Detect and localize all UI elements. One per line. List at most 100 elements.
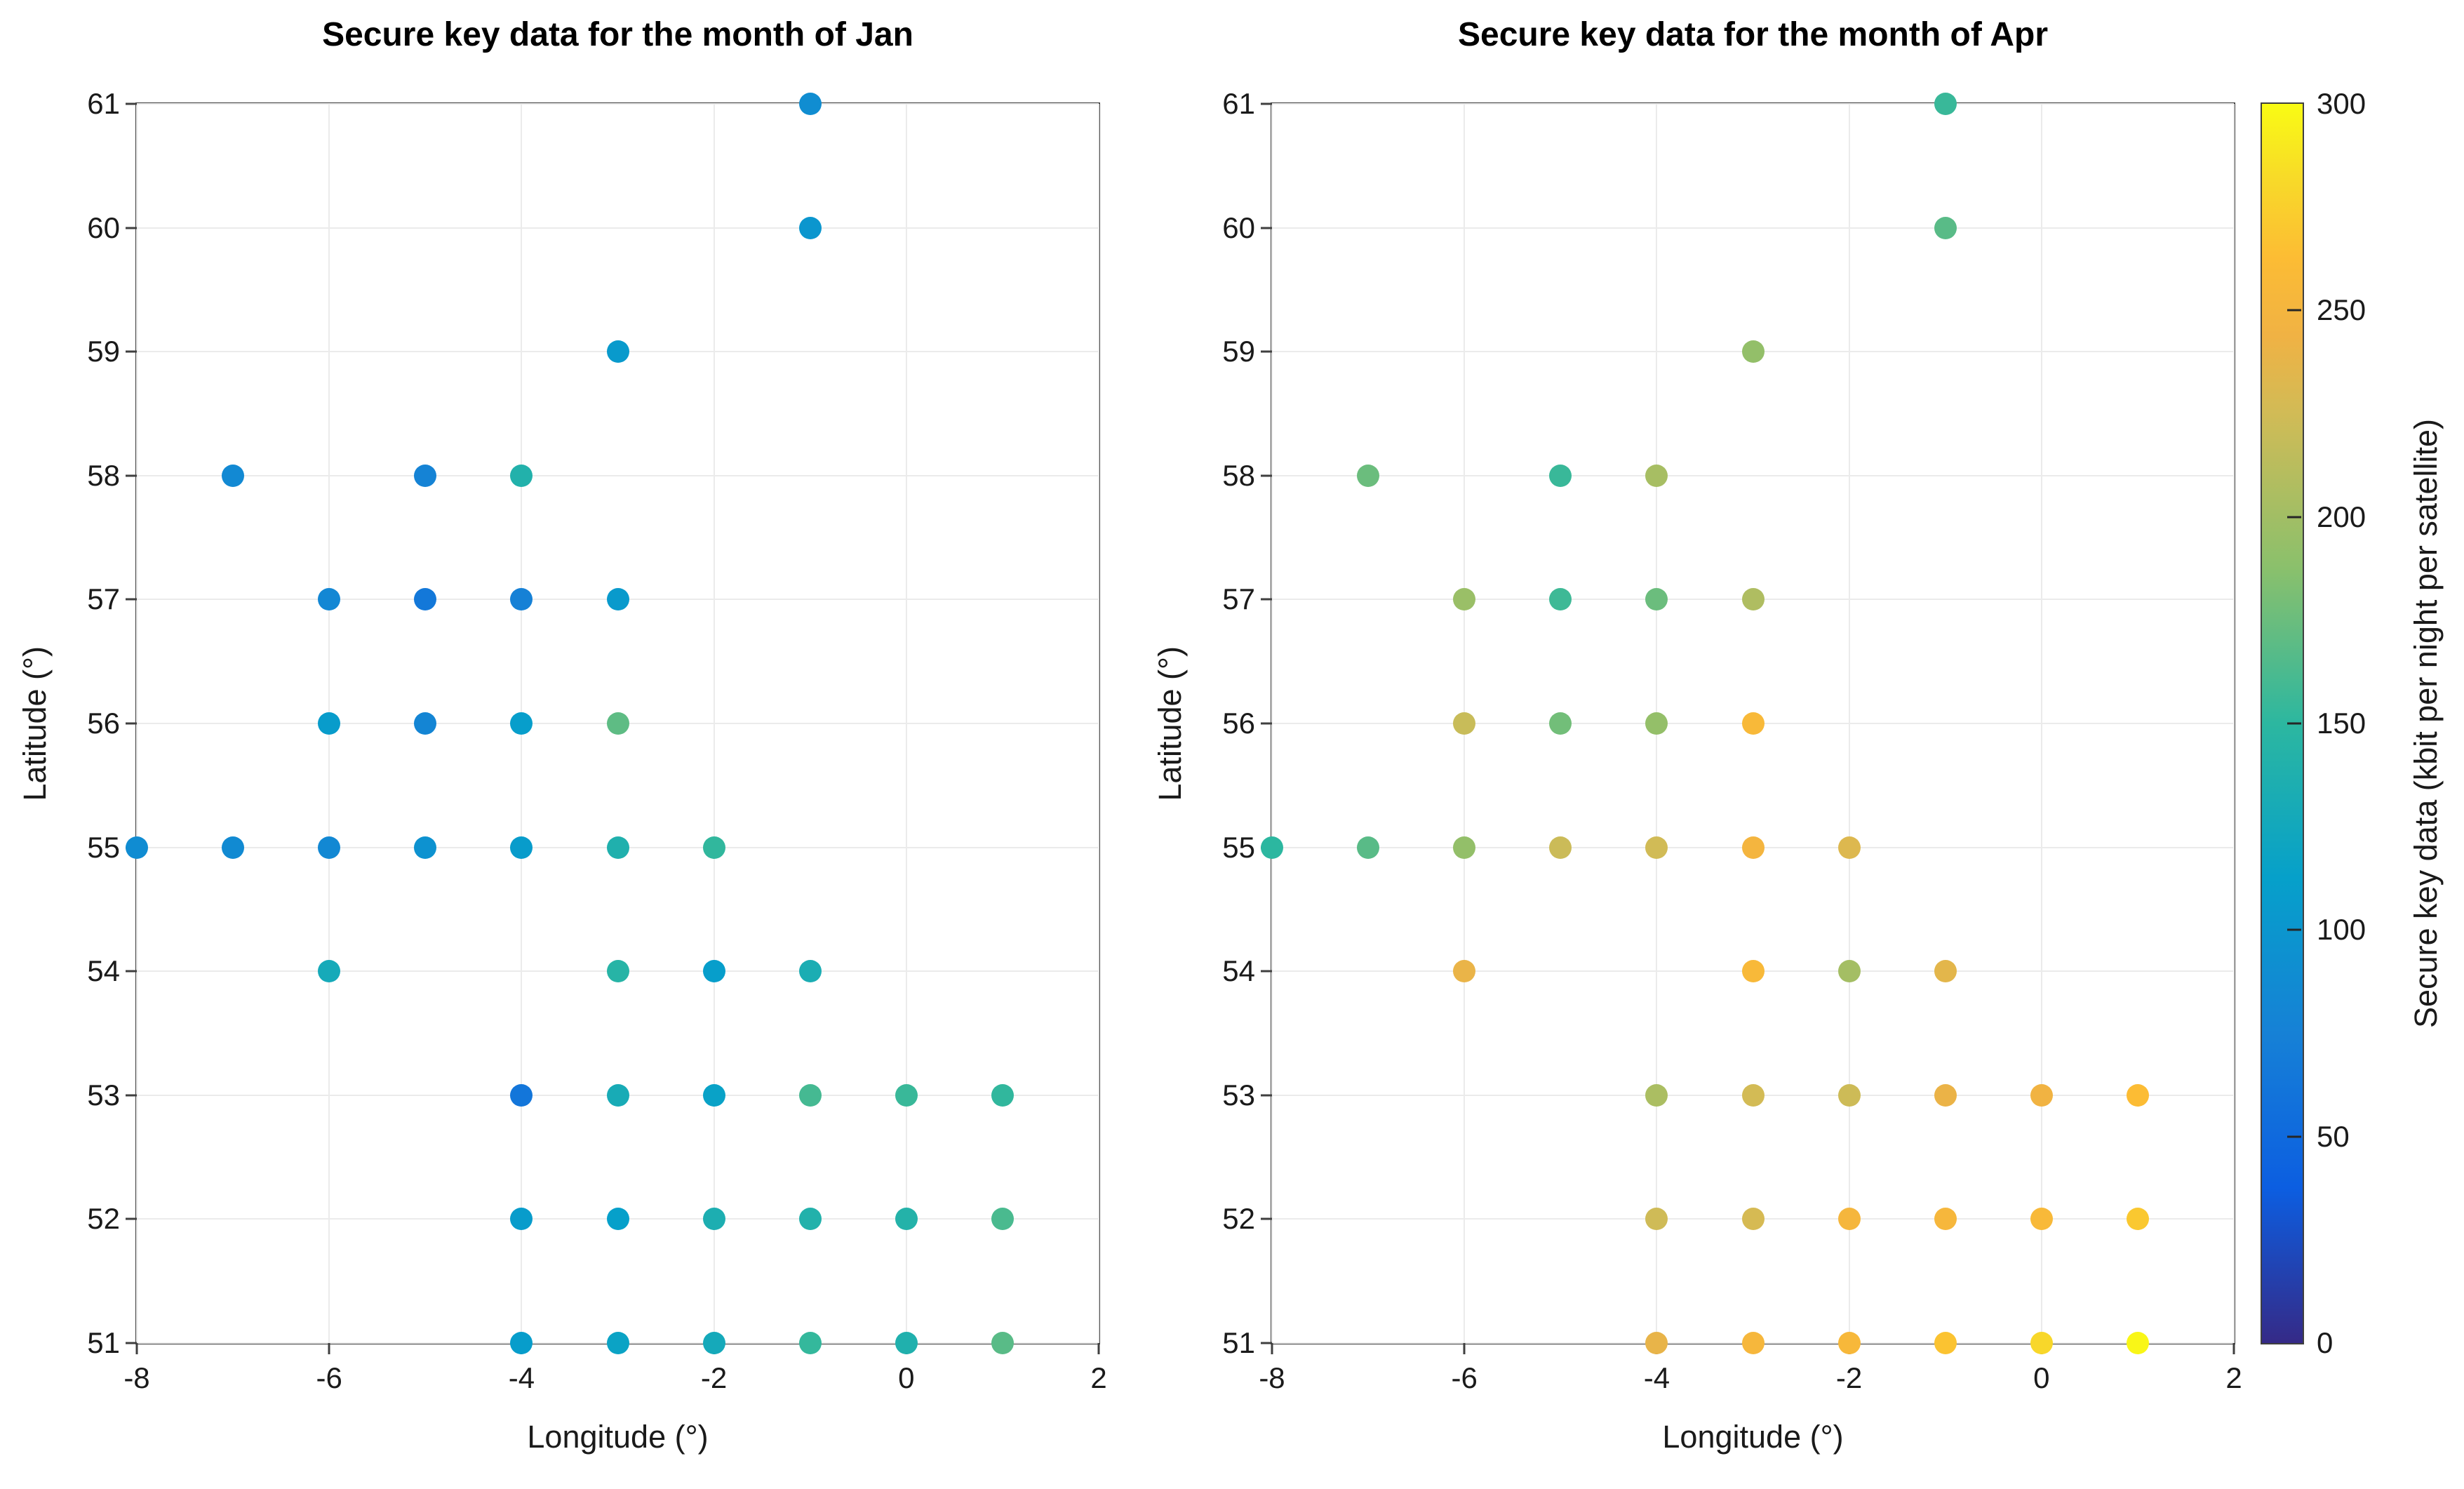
plot-jan-xlabel: Longitude (°) — [527, 1419, 709, 1455]
gridline-horizontal — [137, 227, 1099, 229]
y-tick-label: 58 — [87, 458, 120, 492]
plot-apr-ylabel-text: Latitude (°) — [1152, 646, 1188, 801]
data-point — [1934, 960, 1957, 983]
data-point — [510, 1083, 533, 1107]
colorbar-tick-label: 250 — [2317, 293, 2366, 327]
data-point — [414, 588, 437, 611]
data-point — [798, 93, 822, 115]
data-point — [1453, 960, 1476, 983]
data-point — [991, 1083, 1014, 1107]
data-point — [2030, 1332, 2053, 1354]
y-tick-label: 52 — [87, 1202, 120, 1236]
data-point — [606, 836, 629, 859]
plot-apr-title: Secure key data for the month of Apr — [1457, 16, 2049, 53]
y-tick-label: 51 — [87, 1326, 120, 1359]
data-point — [1549, 588, 1572, 611]
y-tick-label: 57 — [87, 582, 120, 616]
y-tick-mark — [1261, 722, 1272, 725]
y-tick-label: 59 — [1222, 335, 1255, 368]
x-tick-label: 0 — [898, 1361, 915, 1394]
y-tick-label: 54 — [87, 954, 120, 988]
x-tick-mark — [2232, 1343, 2235, 1354]
y-tick-mark — [126, 1217, 137, 1220]
data-point — [1549, 464, 1572, 487]
x-tick-label: 2 — [2225, 1361, 2242, 1394]
data-point — [1934, 93, 1957, 115]
data-point — [510, 1332, 533, 1354]
gridline-horizontal — [137, 103, 1099, 105]
y-tick-mark — [126, 1342, 137, 1344]
x-tick-label: -4 — [1643, 1361, 1670, 1394]
colorbar-tick-mark — [2287, 309, 2301, 312]
y-tick-mark — [1261, 102, 1272, 105]
data-point — [1741, 588, 1765, 611]
data-point — [991, 1332, 1014, 1354]
x-tick-mark — [1271, 1343, 1273, 1354]
data-point — [1837, 960, 1861, 983]
x-tick-label: -6 — [316, 1361, 342, 1394]
x-tick-mark — [328, 1343, 330, 1354]
gridline-horizontal — [1272, 103, 2234, 105]
data-point — [1453, 588, 1476, 611]
y-tick-mark — [126, 722, 137, 725]
gridline-horizontal — [1272, 227, 2234, 229]
data-point — [2126, 1332, 2149, 1354]
data-point — [1261, 836, 1283, 859]
data-point — [2030, 1083, 2053, 1107]
x-tick-label: 2 — [1090, 1361, 1107, 1394]
y-tick-mark — [1261, 970, 1272, 973]
x-tick-label: -4 — [508, 1361, 535, 1394]
y-tick-label: 61 — [1222, 87, 1255, 120]
y-tick-label: 51 — [1222, 1326, 1255, 1359]
y-tick-mark — [126, 970, 137, 973]
data-point — [798, 1332, 822, 1354]
x-tick-label: -8 — [1259, 1361, 1285, 1394]
gridline-horizontal — [137, 474, 1099, 476]
data-point — [606, 1208, 629, 1231]
colorbar-tick-label: 300 — [2317, 87, 2366, 120]
plot-apr-xlabel: Longitude (°) — [1662, 1419, 1844, 1455]
data-point — [702, 960, 725, 983]
data-point — [2126, 1208, 2149, 1231]
data-point — [318, 712, 341, 735]
plot-jan-title: Secure key data for the month of Jan — [322, 16, 913, 53]
data-point — [414, 712, 437, 735]
data-point — [318, 588, 341, 611]
data-point — [510, 1208, 533, 1231]
gridline-vertical — [2233, 104, 2235, 1343]
colorbar-tick-mark — [2287, 928, 2301, 931]
data-point — [798, 216, 822, 239]
data-point — [1645, 1208, 1668, 1231]
y-tick-label: 60 — [87, 211, 120, 244]
data-point — [2030, 1208, 2053, 1231]
y-tick-mark — [1261, 1342, 1272, 1344]
data-point — [991, 1208, 1014, 1231]
data-point — [1357, 836, 1380, 859]
data-point — [318, 836, 341, 859]
data-point — [1741, 1208, 1765, 1231]
data-point — [1837, 1083, 1861, 1107]
colorbar-tick-label: 0 — [2317, 1326, 2334, 1359]
data-point — [895, 1332, 918, 1354]
y-tick-mark — [126, 1094, 137, 1097]
data-point — [1934, 1332, 1957, 1354]
y-tick-label: 58 — [1222, 458, 1255, 492]
data-point — [1741, 960, 1765, 983]
plot-apr-area: -8 -6 -4 -2 0 2 51 52 53 54 55 56 57 58 59 60 61 — [1222, 87, 2242, 1394]
y-tick-mark — [126, 598, 137, 601]
y-tick-mark — [1261, 350, 1272, 353]
data-point — [510, 588, 533, 611]
x-tick-mark — [1463, 1343, 1466, 1354]
y-tick-mark — [126, 102, 137, 105]
x-tick-mark — [135, 1343, 138, 1354]
data-point — [1741, 1332, 1765, 1354]
y-tick-label: 53 — [1222, 1078, 1255, 1111]
colorbar-tick-label: 50 — [2317, 1119, 2350, 1153]
data-point — [702, 836, 725, 859]
data-point — [318, 960, 341, 983]
plot-jan-area: -8 -6 -4 -2 0 2 51 52 53 54 55 56 57 58 59 60 61 — [87, 87, 1106, 1394]
data-point — [1645, 712, 1668, 735]
data-point — [1837, 836, 1861, 859]
data-point — [702, 1083, 725, 1107]
y-tick-label: 61 — [87, 87, 120, 120]
